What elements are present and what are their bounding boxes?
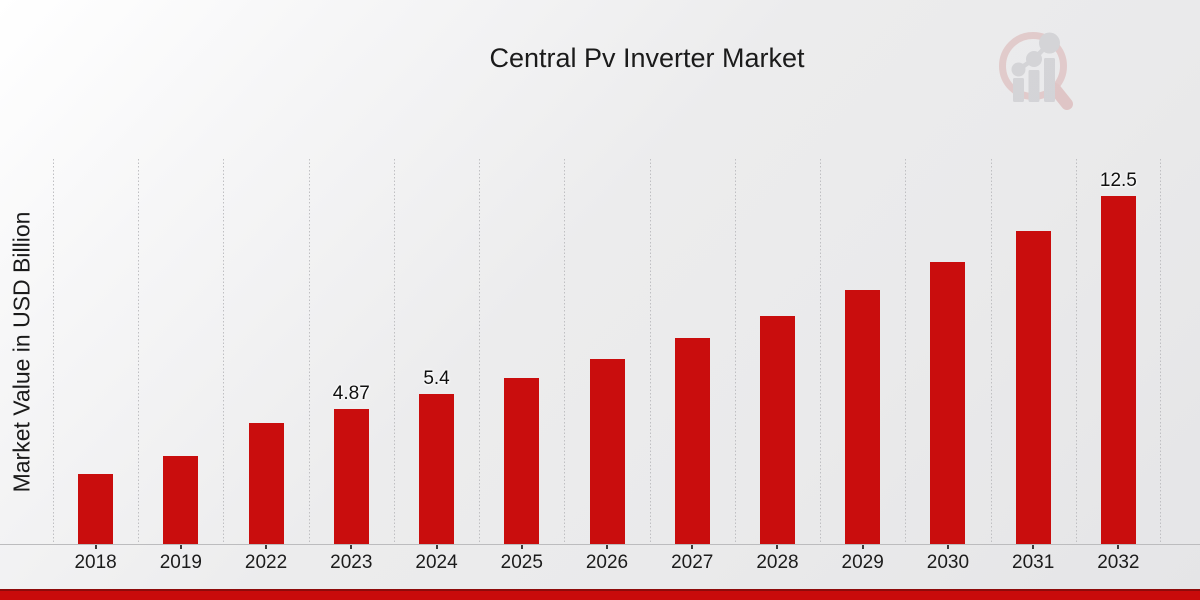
x-tick-label-2032: 2032	[1097, 552, 1140, 573]
gridline	[820, 159, 822, 545]
x-tick-2026	[606, 545, 608, 549]
x-tick-label-2027: 2027	[671, 552, 714, 573]
bar-2030	[930, 262, 966, 545]
x-tick-2028	[776, 545, 779, 549]
bar-2026	[589, 359, 625, 545]
x-tick-2029	[861, 545, 864, 549]
gridline	[1160, 159, 1161, 545]
gridline	[1075, 159, 1077, 545]
gridline	[564, 159, 566, 545]
x-tick-2024	[435, 545, 438, 549]
bar-value-label-2024: 5.4	[423, 368, 450, 390]
gridline	[223, 159, 225, 545]
gridline	[138, 159, 140, 545]
y-axis-label: Market Value in USD Billion	[8, 211, 35, 493]
bar-2024	[419, 394, 455, 545]
x-tick-label-2025: 2025	[500, 552, 543, 573]
gridline	[649, 159, 651, 545]
gridline	[905, 159, 907, 545]
gridline	[53, 159, 54, 545]
gridline	[308, 159, 310, 545]
bar-2023	[333, 409, 369, 545]
x-tick-2025	[520, 545, 523, 549]
gridline	[990, 159, 992, 545]
chart-title: Central Pv Inverter Market	[489, 43, 805, 73]
bottom-accent-bar	[0, 589, 1200, 600]
gridline	[479, 159, 481, 545]
x-tick-2019	[179, 545, 182, 549]
bar-2029	[845, 290, 881, 545]
x-axis-line	[0, 544, 1200, 545]
x-tick-label-2031: 2031	[1012, 552, 1055, 573]
x-tick-2022	[265, 545, 268, 549]
bar-2018	[78, 473, 114, 545]
x-tick-label-2028: 2028	[756, 552, 799, 573]
x-tick-label-2023: 2023	[330, 552, 373, 573]
bar-2027	[674, 338, 710, 545]
x-tick-2032	[1117, 545, 1120, 549]
x-tick-label-2024: 2024	[415, 552, 458, 573]
bar-value-label-2023: 4.87	[332, 383, 370, 405]
gridline	[734, 159, 736, 545]
x-tick-label-2030: 2030	[926, 552, 970, 573]
bar-growth-icon	[1011, 32, 1060, 102]
x-tick-label-2029: 2029	[841, 552, 884, 573]
x-tick-label-2026: 2026	[585, 552, 629, 573]
x-tick-2031	[1032, 545, 1035, 549]
x-tick-2027	[691, 545, 694, 549]
bar-2032	[1100, 196, 1136, 545]
bar-2031	[1015, 230, 1051, 545]
bar-value-label-2032: 12.5	[1099, 170, 1137, 192]
x-tick-2023	[350, 545, 353, 549]
gridline	[393, 159, 395, 545]
x-tick-2030	[946, 545, 949, 549]
bar-2025	[504, 377, 540, 545]
x-tick-2018	[94, 545, 97, 549]
bar-2019	[163, 456, 199, 545]
plot-area: 2018 2019 2022 2023 4.87 2024 5.4 2025 2026 2027 2…	[53, 159, 1161, 573]
x-tick-label-2019: 2019	[159, 552, 202, 573]
x-tick-label-2018: 2018	[74, 552, 117, 573]
x-tick-label-2022: 2022	[244, 552, 288, 573]
brand-watermark	[999, 32, 1073, 110]
bar-2022	[248, 423, 284, 545]
bar-2028	[759, 315, 795, 545]
